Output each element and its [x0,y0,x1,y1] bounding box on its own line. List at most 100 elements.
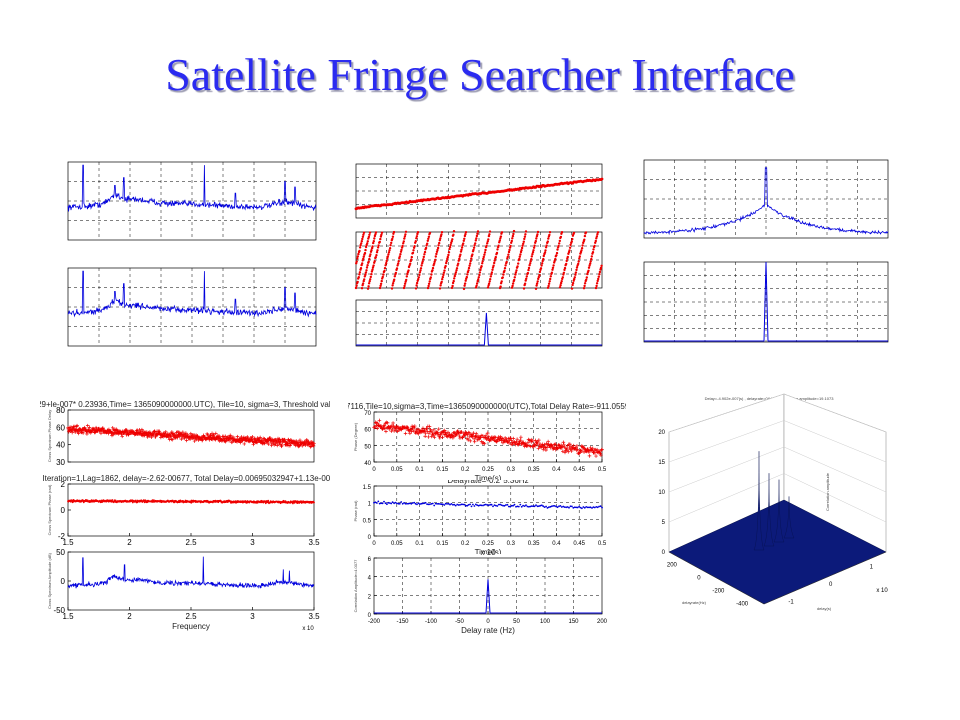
scatter-point [227,438,231,443]
scatter-point [367,285,370,288]
scatter-point [377,418,382,423]
x-tick-label: 3 [250,538,255,547]
x-tick-label: 3.5 [308,538,320,547]
scatter-point [525,504,527,507]
scatter-point [490,271,494,274]
scatter-point [506,503,509,506]
scatter-point [566,255,569,259]
scatter-point [521,244,524,247]
scatter-point [574,271,578,274]
scatter-point [451,238,454,241]
scatter-point [454,273,457,276]
scatter-point [358,246,362,249]
scatter-point [360,287,364,290]
scatter-point [166,435,171,440]
delay-rate-series [644,261,888,342]
x-tick-label: 150 [568,619,579,625]
scatter-point [407,502,410,505]
scatter-point [435,250,439,253]
scatter-point [362,257,365,260]
scatter-point [505,260,508,264]
scatter-point [278,439,283,444]
x-tick-label: 0.05 [391,467,403,473]
scatter-point [426,239,429,242]
scatter-point [524,230,528,233]
x-axis-exponent: x 10 [302,626,314,632]
scatter-point [476,232,479,235]
scatter-point [535,282,539,285]
scatter-point [438,287,442,290]
scatter-point [512,504,514,507]
scatter-point [368,280,371,283]
y-tick-label: -50 [53,606,65,615]
scatter-point [496,248,499,251]
scatter-point [438,241,441,245]
scatter-point [385,262,388,265]
scatter-point [522,240,525,243]
scatter-point [481,434,485,438]
scatter-point [600,264,603,267]
x-tick-label: 0.4 [552,467,561,473]
z-grid-line [668,393,887,433]
scatter-point [456,503,459,506]
scatter-point [568,506,570,509]
scatter-point [519,250,523,254]
scatter-point [250,435,255,439]
scatter-point [538,273,541,277]
scatter-point [265,440,270,444]
scatter-point [242,442,247,446]
scatter-point [495,251,499,255]
scatter-point [459,430,464,434]
scatter-point [431,266,435,270]
scatter-point [471,431,476,435]
scatter-point [532,246,536,249]
y-tick-label: 2 [368,594,372,600]
scatter-point [583,234,587,238]
scatter-point [477,276,480,279]
scatter-point [594,454,598,458]
scatter-point [598,273,601,276]
scatter-point [566,506,569,508]
scatter-point [594,241,597,244]
scatter-point [595,506,598,508]
scatter-point [474,431,479,436]
chart-title: Delay=-4.902e-007(s) , delayrate=0(Hz) ,… [705,396,835,401]
scatter-point [466,430,471,435]
scatter-point [442,273,445,277]
scatter-point [571,283,574,287]
scatter-point [560,506,563,508]
scatter-point [445,261,448,265]
scatter-point [558,505,560,508]
scatter-point [396,502,398,505]
scatter-point [569,243,572,247]
z-tick-label: 5 [662,520,666,526]
scatter-point [285,443,289,448]
scatter-point [584,449,589,454]
scatter-point [531,444,536,449]
scatter-point [486,286,490,289]
scatter-point [434,502,437,505]
scatter-point [498,239,501,242]
scatter-point [556,248,559,251]
scatter-point [493,504,496,506]
x-tick-label: 0.45 [573,467,585,473]
y-tick-label: 4 [368,576,372,582]
x-axis-label: Delay rate (Hz) [461,626,515,635]
scatter-point [275,443,280,448]
scatter-point [481,260,484,263]
scatter-point [532,505,535,508]
y-tick-label: 0 [368,535,372,541]
scatter-point [420,264,423,267]
scatter-point [497,244,500,247]
y-tick-label: 60 [364,428,371,434]
scatter-point [70,430,74,435]
x-tick-label: 0.3 [507,467,516,473]
scatter-point [449,503,451,506]
scatter-point [368,257,371,261]
scatter-point [284,500,287,502]
scatter-point [488,230,492,233]
scatter-point [397,262,400,265]
scatter-point [499,285,502,288]
scatter-point [500,504,503,506]
scatter-point [597,275,600,278]
